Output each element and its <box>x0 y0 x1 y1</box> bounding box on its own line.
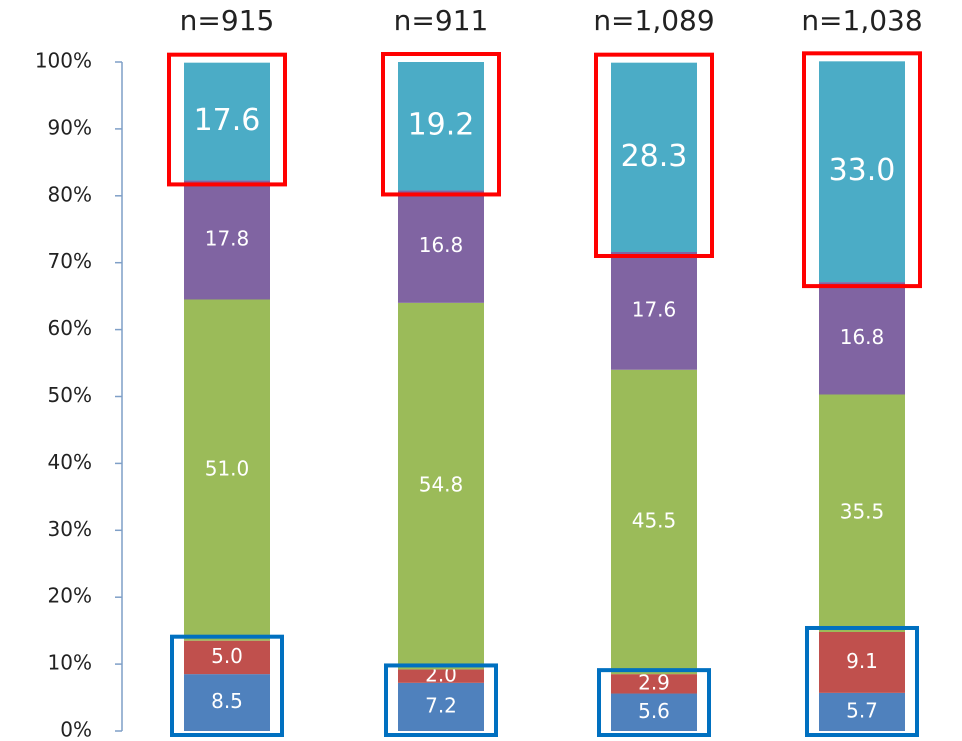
bar-segment <box>398 190 484 303</box>
bar-segment <box>819 282 905 395</box>
bar-segment <box>819 61 905 283</box>
bar-segment <box>819 631 905 693</box>
data-label: 5.0 <box>211 644 243 668</box>
data-label: 51.0 <box>205 457 250 481</box>
highlight-box <box>170 634 284 737</box>
data-label: 17.6 <box>632 297 677 321</box>
x-tick-label: n=1,089 <box>593 4 714 37</box>
data-label: 54.8 <box>419 473 464 497</box>
highlight-box <box>384 663 498 738</box>
bar-segment <box>398 302 484 670</box>
highlight-box <box>381 52 501 197</box>
bar-segment <box>398 682 484 731</box>
y-tick-label: 80% <box>48 182 92 206</box>
x-tick-label: n=915 <box>180 4 275 37</box>
highlight-box <box>805 625 919 737</box>
bar-segment <box>184 674 270 731</box>
y-tick-label: 90% <box>48 115 92 139</box>
highlight-box <box>802 51 922 289</box>
y-tick-label: 100% <box>35 49 92 73</box>
data-label: 5.6 <box>638 699 670 723</box>
data-label: 16.8 <box>840 325 885 349</box>
bar-segment <box>184 640 270 675</box>
x-tick-label: n=911 <box>394 4 489 37</box>
highlight-box <box>594 52 714 258</box>
y-tick-label: 70% <box>48 249 92 273</box>
bar-segment <box>611 251 697 370</box>
data-label: 2.9 <box>638 670 670 694</box>
highlight-box <box>597 668 711 738</box>
y-tick-label: 10% <box>48 651 92 675</box>
data-label: 35.5 <box>840 500 885 524</box>
data-label: 7.2 <box>425 693 457 717</box>
bar-segment <box>398 669 484 683</box>
data-label: 16.8 <box>419 233 464 257</box>
y-tick-label: 30% <box>48 517 92 541</box>
data-label: 45.5 <box>632 508 677 532</box>
y-tick-label: 60% <box>48 316 92 340</box>
bar-segment <box>184 180 270 300</box>
data-label: 5.7 <box>846 698 878 722</box>
data-label: 8.5 <box>211 689 243 713</box>
bar-segment <box>819 692 905 731</box>
y-tick-label: 40% <box>48 450 92 474</box>
bar-segment <box>184 62 270 181</box>
y-tick-label: 20% <box>48 584 92 608</box>
bar-segment <box>819 394 905 632</box>
data-label: 17.6 <box>194 103 261 138</box>
x-tick-label: n=1,038 <box>801 4 922 37</box>
data-label: 33.0 <box>829 153 896 188</box>
bar-segment <box>611 62 697 252</box>
data-label: 17.8 <box>205 226 250 250</box>
bar-segment <box>398 62 484 191</box>
data-label: 19.2 <box>408 108 475 143</box>
bar-segment <box>611 369 697 675</box>
y-tick-label: 0% <box>60 718 92 741</box>
bar-segment <box>611 693 697 731</box>
y-tick-label: 50% <box>48 383 92 407</box>
data-label: 28.3 <box>621 139 688 174</box>
bar-segment <box>184 299 270 641</box>
data-label: 9.1 <box>846 649 878 673</box>
bar-segment <box>611 674 697 694</box>
highlight-box <box>167 52 287 187</box>
